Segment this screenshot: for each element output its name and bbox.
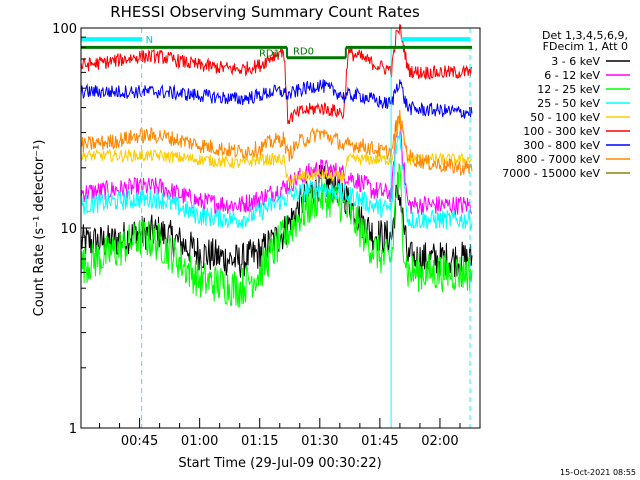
y-axis-ticks: 1 10 100 — [52, 22, 91, 437]
series-line-3 — [80, 130, 473, 231]
x-tick-label-2: 01:15 — [241, 434, 278, 449]
legend-label-2: 12 - 25 keV — [537, 83, 600, 96]
series-line-1 — [80, 119, 473, 216]
legend-label-6: 300 - 800 keV — [523, 139, 600, 152]
legend-label-0: 3 - 6 keV — [551, 55, 600, 68]
cyan-bar-label-0: N — [146, 35, 153, 46]
legend: Det 1,3,4,5,6,9, FDecim 1, Att 0 3 - 6 k… — [502, 29, 630, 180]
legend-header-line-2: FDecim 1, Att 0 — [543, 40, 628, 53]
legend-label-1: 6 - 12 keV — [544, 69, 600, 82]
legend-label-7: 800 - 7000 keV — [516, 153, 600, 166]
series-line-5 — [80, 23, 473, 125]
y-tick-label-0: 1 — [69, 422, 77, 437]
series-lines — [80, 23, 473, 308]
legend-header-line-1: Det 1,3,4,5,6,9, — [542, 29, 628, 42]
series-line-7 — [80, 109, 473, 176]
x-tick-label-1: 01:00 — [181, 434, 218, 449]
x-tick-label-5: 02:00 — [421, 434, 458, 449]
green-bar-label-1: RD0 — [293, 47, 314, 58]
x-tick-label-3: 01:30 — [301, 434, 338, 449]
y-tick-label-2: 100 — [52, 22, 77, 37]
x-axis-label: Start Time (29-Jul-09 00:30:22) — [178, 456, 381, 471]
x-axis-ticks: 00:45 01:00 01:15 01:30 01:45 02:00 — [99, 418, 461, 449]
series-line-2 — [80, 162, 473, 308]
chart-title: RHESSI Observing Summary Count Rates — [110, 3, 420, 21]
series-line-6 — [80, 79, 473, 119]
legend-label-4: 50 - 100 keV — [530, 111, 600, 124]
x-tick-label-4: 01:45 — [361, 434, 398, 449]
green-bar-label-0: RD1 — [259, 48, 280, 59]
legend-label-8: 7000 - 15000 keV — [502, 167, 600, 180]
legend-label-3: 25 - 50 keV — [537, 97, 600, 110]
y-axis-label: Count Rate (s⁻¹ detector⁻¹) — [32, 140, 47, 317]
y-tick-label-1: 10 — [60, 222, 77, 237]
annotations: N RD1 RD0 — [80, 28, 472, 428]
x-tick-label-0: 00:45 — [121, 434, 158, 449]
legend-label-5: 100 - 300 keV — [523, 125, 600, 138]
series-line-4 — [80, 114, 473, 187]
footer-timestamp: 15-Oct-2021 08:55 — [560, 468, 636, 477]
